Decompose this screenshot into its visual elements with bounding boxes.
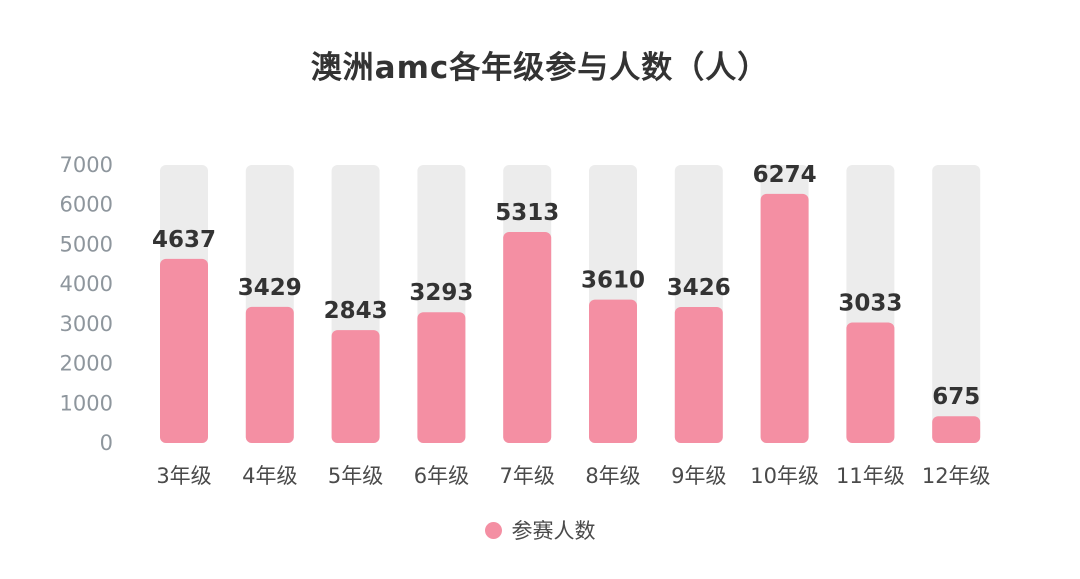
- y-tick-label: 0: [100, 431, 113, 455]
- x-tick-label: 5年级: [328, 464, 383, 488]
- bar: [760, 193, 809, 443]
- data-label: 3429: [238, 275, 302, 301]
- legend-swatch: [484, 521, 502, 539]
- y-tick-label: 7000: [60, 153, 113, 177]
- bar: [674, 306, 723, 443]
- data-label: 675: [932, 384, 980, 410]
- data-label: 3033: [838, 291, 902, 317]
- bar: [846, 322, 895, 443]
- bar: [503, 231, 552, 443]
- x-tick-label: 4年级: [242, 464, 297, 488]
- y-tick-label: 5000: [60, 232, 113, 256]
- y-tick-label: 6000: [60, 193, 113, 217]
- chart-title: 澳洲amc各年级参与人数（人）: [310, 50, 770, 86]
- x-tick-label: 8年级: [585, 464, 640, 488]
- legend-label: 参赛人数: [511, 519, 596, 543]
- y-tick-label: 2000: [60, 352, 113, 376]
- data-label: 3610: [581, 268, 645, 294]
- x-tick-label: 10年级: [750, 464, 819, 488]
- x-tick-label: 12年级: [922, 464, 991, 488]
- bar: [932, 416, 981, 443]
- data-label: 3426: [667, 275, 731, 301]
- y-tick-label: 1000: [60, 391, 113, 415]
- x-tick-label: 9年级: [671, 464, 726, 488]
- bar-track: [932, 165, 981, 443]
- bar: [589, 299, 637, 443]
- bar: [417, 312, 466, 443]
- data-label: 2843: [324, 298, 388, 324]
- bar: [331, 330, 380, 443]
- data-label: 5313: [495, 200, 559, 226]
- y-tick-label: 4000: [60, 272, 113, 296]
- x-tick-label: 6年级: [414, 464, 469, 488]
- data-label: 3293: [409, 280, 473, 306]
- x-tick-label: 3年级: [156, 464, 211, 488]
- bar: [245, 306, 294, 443]
- x-tick-label: 11年级: [836, 464, 905, 488]
- bar: [160, 258, 208, 443]
- data-label: 4637: [152, 227, 216, 253]
- data-label: 6274: [753, 162, 817, 188]
- x-tick-label: 7年级: [500, 464, 555, 488]
- y-tick-label: 3000: [60, 312, 113, 336]
- legend: 参赛人数: [0, 515, 1080, 545]
